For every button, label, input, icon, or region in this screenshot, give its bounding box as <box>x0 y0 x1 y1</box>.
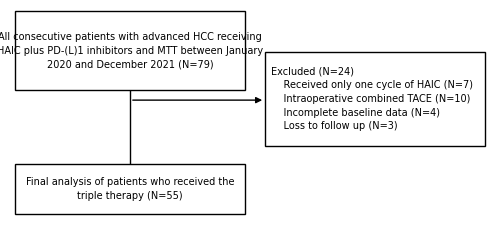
Text: Excluded (N=24)
    Received only one cycle of HAIC (N=7)
    Intraoperative com: Excluded (N=24) Received only one cycle … <box>271 67 473 131</box>
Bar <box>15 11 245 90</box>
Text: All consecutive patients with advanced HCC receiving
HAIC plus PD-(L)1 inhibitor: All consecutive patients with advanced H… <box>0 32 263 69</box>
Bar <box>265 52 485 146</box>
Text: Final analysis of patients who received the
triple therapy (N=55): Final analysis of patients who received … <box>26 177 234 201</box>
Bar <box>15 164 245 214</box>
